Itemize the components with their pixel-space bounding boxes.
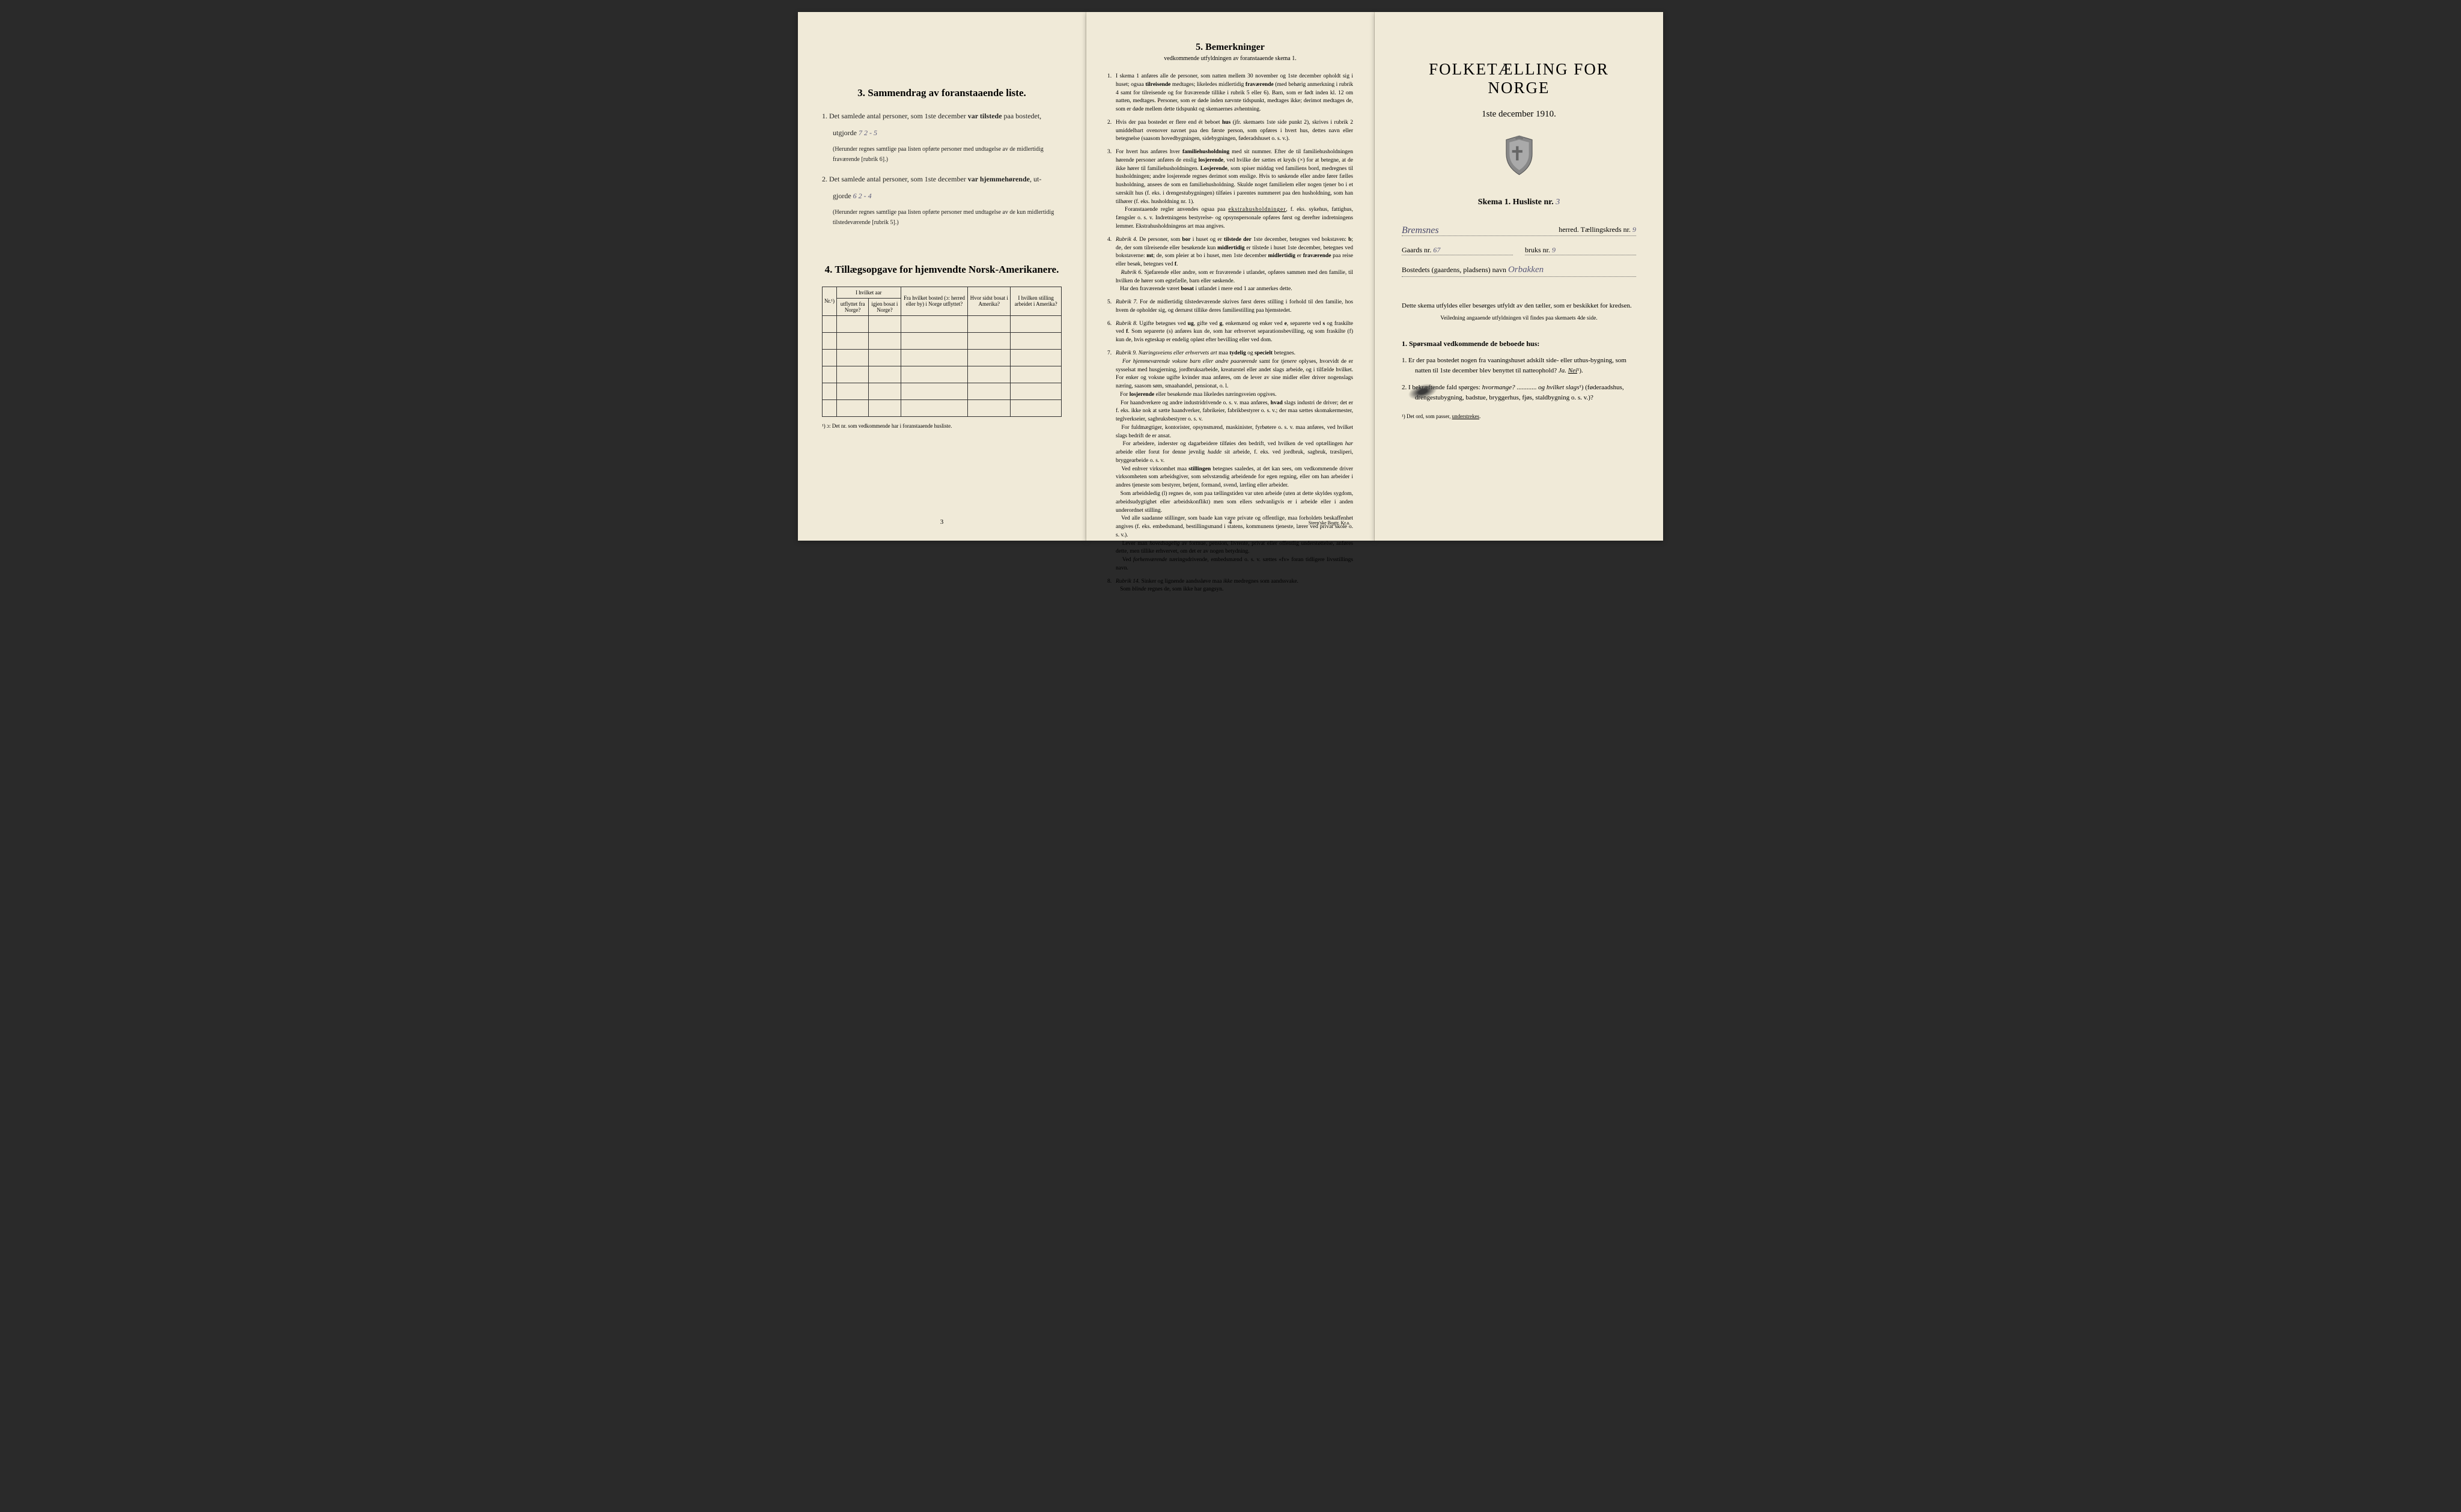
th-bosted: Fra hvilket bosted (ɔ: herred eller by) … <box>901 287 968 315</box>
th-sidst: Hvor sidst bosat i Amerika? <box>968 287 1011 315</box>
husliste-nr: 3 <box>1556 198 1560 207</box>
gaard-field: Gaards nr. 67 <box>1402 246 1513 255</box>
th-utflyttet: utflyttet fra Norge? <box>836 298 868 315</box>
page-4: 5. Bemerkninger vedkommende utfyldningen… <box>1086 12 1375 541</box>
gaard-nr: 67 <box>1433 246 1440 254</box>
item1-line2: utgjorde 7 2 - 5 <box>822 127 1062 139</box>
table-row <box>823 399 1062 416</box>
th-aar: I hvilket aar <box>836 287 901 298</box>
item2-post: , ut- <box>1030 175 1041 183</box>
remark-item: 5.Rubrik 7. For de midlertidig tilstedev… <box>1107 299 1353 315</box>
item2-utgjorde: gjorde <box>833 192 851 200</box>
census-main-title: FOLKETÆLLING FOR NORGE <box>1402 60 1636 97</box>
remark-item: 2.Hvis der paa bostedet er flere end ét … <box>1107 119 1353 144</box>
skema-label: Skema 1. Husliste nr. <box>1478 198 1554 207</box>
amerikaner-table: Nr.¹) I hvilket aar Fra hvilket bosted (… <box>822 287 1062 417</box>
item1-utgjorde: utgjorde <box>833 129 857 137</box>
table-row <box>823 332 1062 349</box>
table-row <box>823 366 1062 383</box>
instruction-text: Dette skema utfyldes eller besørges utfy… <box>1402 301 1636 312</box>
bruk-field: bruks nr. 9 <box>1525 246 1636 255</box>
table-row <box>823 349 1062 366</box>
herred-handwritten: Bremsnes <box>1402 225 1439 236</box>
herred-label: herred. Tællingskreds nr. <box>1559 225 1631 234</box>
bosted-field: Bostedets (gaardens, pladsens) navn Orba… <box>1402 265 1636 277</box>
section5-subtitle: vedkommende utfyldningen av foranstaaend… <box>1107 55 1353 62</box>
table-row <box>823 315 1062 332</box>
item2-handwritten: 6 2 - 4 <box>853 192 872 200</box>
section5-title: 5. Bemerkninger <box>1107 42 1353 53</box>
remark-item: 7.Rubrik 9. Næringsveiens eller erhverve… <box>1107 350 1353 573</box>
table-footnote: ¹) ɔ: Det nr. som vedkommende har i fora… <box>822 423 1062 429</box>
bosted-label: Bostedets (gaardens, pladsens) navn <box>1402 266 1506 274</box>
gaard-bruk-row: Gaards nr. 67 bruks nr. 9 <box>1402 246 1636 255</box>
remark-item: 8.Rubrik 14. Sinker og lignende aandsslø… <box>1107 578 1353 595</box>
item1-post: paa bostedet, <box>1002 112 1042 120</box>
remarks-list: 1.I skema 1 anføres alle de personer, so… <box>1107 73 1353 594</box>
bruk-label: bruks nr. <box>1525 246 1550 254</box>
instruction-sub: Veiledning angaaende utfyldningen vil fi… <box>1402 315 1636 321</box>
remark-item: 1.I skema 1 anføres alle de personer, so… <box>1107 73 1353 114</box>
census-date: 1ste december 1910. <box>1402 109 1636 120</box>
item2-line2: gjorde 6 2 - 4 <box>822 190 1062 202</box>
table-row <box>823 383 1062 399</box>
item1-handwritten: 7 2 - 5 <box>859 129 877 137</box>
kreds-nr: 9 <box>1632 225 1636 234</box>
item1-line1: 1. Det samlede antal personer, som 1ste … <box>822 110 1062 122</box>
item1-bold: var tilstede <box>968 112 1002 120</box>
page-number-3: 3 <box>940 518 944 526</box>
skema-line: Skema 1. Husliste nr. 3 <box>1402 198 1636 207</box>
item2-bold: var hjemmehørende <box>968 175 1030 183</box>
question-1: 1. Er der paa bostedet nogen fra vaaning… <box>1402 356 1636 377</box>
herred-field: Bremsnes herred. Tællingskreds nr. 9 <box>1402 225 1636 236</box>
bosted-handwritten: Orbakken <box>1508 265 1544 275</box>
th-igjen: igjen bosat i Norge? <box>869 298 901 315</box>
th-stilling: I hvilken stilling arbeidet i Amerika? <box>1011 287 1062 315</box>
page-title: FOLKETÆLLING FOR NORGE 1ste december 191… <box>1375 12 1663 541</box>
item1-paren: (Herunder regnes samtlige paa listen opf… <box>822 144 1062 165</box>
remark-item: 4.Rubrik 4. De personer, som bor i huset… <box>1107 236 1353 294</box>
gaard-label: Gaards nr. <box>1402 246 1431 254</box>
question-header: 1. Spørsmaal vedkommende de beboede hus: <box>1402 339 1636 348</box>
amerikaner-table-wrapper: Nr.¹) I hvilket aar Fra hvilket bosted (… <box>822 287 1062 417</box>
item2-pre: 2. Det samlede antal personer, som 1ste … <box>822 175 968 183</box>
item2-line1: 2. Det samlede antal personer, som 1ste … <box>822 173 1062 185</box>
section4-title: 4. Tillægsopgave for hjemvendte Norsk-Am… <box>822 264 1062 276</box>
remark-item: 3.For hvert hus anføres hver familiehush… <box>1107 148 1353 231</box>
th-nr: Nr.¹) <box>823 287 837 315</box>
section3-title: 3. Sammendrag av foranstaaende liste. <box>822 87 1062 99</box>
page-number-4: 4 <box>1229 518 1232 526</box>
page-3: 3. Sammendrag av foranstaaende liste. 1.… <box>798 12 1086 541</box>
question-footnote: ¹) Det ord, som passer, understrekes. <box>1402 413 1636 419</box>
remark-item: 6.Rubrik 8. Ugifte betegnes ved ug, gift… <box>1107 320 1353 345</box>
coat-of-arms-icon <box>1402 135 1636 180</box>
printer-credit: Steen'ske Bogtr. Kr.a. <box>1309 520 1350 526</box>
bruk-nr: 9 <box>1552 246 1556 254</box>
item1-pre: 1. Det samlede antal personer, som 1ste … <box>822 112 968 120</box>
item2-paren: (Herunder regnes samtlige paa listen opf… <box>822 207 1062 228</box>
